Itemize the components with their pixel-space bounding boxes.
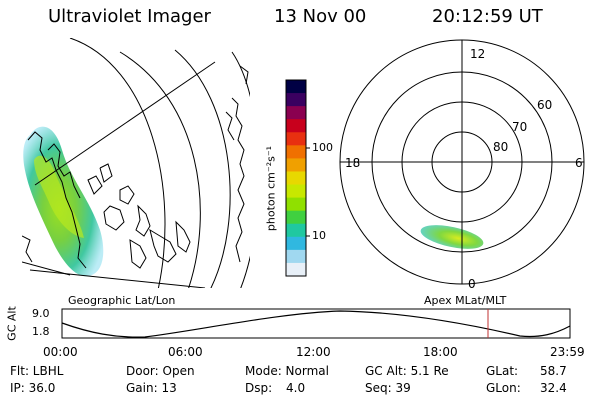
time-tick-0000: 00:00 bbox=[43, 345, 78, 359]
colorbar-band bbox=[286, 145, 306, 159]
colorbar-tick-100: 100 bbox=[312, 141, 333, 154]
altitude-curve bbox=[61, 310, 571, 338]
grid-meridians bbox=[22, 61, 216, 288]
colorbar-gradient bbox=[286, 80, 306, 277]
colorbar-band bbox=[286, 93, 306, 107]
colorbar-band bbox=[286, 80, 306, 94]
colorbar-band bbox=[286, 132, 306, 146]
polar-panel-caption: Apex MLat/MLT bbox=[424, 294, 507, 307]
altitude-tick-high: 9.0 bbox=[32, 307, 50, 320]
status-door: Door: Open bbox=[126, 364, 195, 378]
geographic-map-panel bbox=[22, 38, 250, 288]
date-label: 13 Nov 00 bbox=[274, 6, 367, 27]
time-tick-0600: 06:00 bbox=[168, 345, 203, 359]
status-dsp-value: 4.0 bbox=[286, 381, 306, 395]
colorbar-band bbox=[286, 171, 306, 186]
status-dsp-label: Dsp: bbox=[245, 381, 273, 395]
status-gain: Gain: 13 bbox=[126, 381, 177, 395]
status-gc-alt: GC Alt: 5.1 Re bbox=[365, 364, 449, 378]
status-seq: Seq: 39 bbox=[365, 381, 411, 395]
colorbar-band bbox=[286, 223, 306, 238]
colorbar-band bbox=[286, 119, 306, 133]
altitude-strip bbox=[61, 308, 571, 339]
polar-plot bbox=[339, 39, 585, 285]
colorbar-band bbox=[286, 210, 306, 225]
time-tick-1200: 12:00 bbox=[296, 345, 331, 359]
lat-label-60: 60 bbox=[537, 98, 553, 112]
grid-arcs bbox=[69, 38, 250, 288]
colorbar-band bbox=[286, 158, 306, 173]
altitude-axis-title: GC Alt bbox=[5, 306, 19, 341]
time-label: 20:12:59 UT bbox=[432, 6, 543, 27]
colorbar-unit-label: photon cm⁻²s⁻¹ bbox=[264, 145, 278, 232]
status-filter: Flt: LBHL bbox=[10, 364, 64, 378]
colorbar-band bbox=[286, 184, 306, 199]
status-glon-label: GLon: bbox=[486, 381, 521, 395]
colorbar-band bbox=[286, 197, 306, 212]
mlt-label-0: 0 bbox=[468, 277, 476, 291]
colorbar bbox=[285, 79, 310, 277]
time-tick-2359: 23:59 bbox=[550, 345, 585, 359]
mlt-label-12: 12 bbox=[470, 47, 486, 61]
status-glon-value: 32.4 bbox=[540, 381, 567, 395]
lat-label-80: 80 bbox=[493, 140, 509, 154]
colorbar-band bbox=[286, 106, 306, 120]
instrument-title: Ultraviolet Imager bbox=[48, 6, 211, 27]
status-mode: Mode: Normal bbox=[245, 364, 329, 378]
geo-panel-caption: Geographic Lat/Lon bbox=[68, 294, 176, 307]
time-tick-1800: 18:00 bbox=[423, 345, 458, 359]
mlt-label-18: 18 bbox=[345, 156, 361, 170]
status-ip: IP: 36.0 bbox=[10, 381, 56, 395]
status-glat-value: 58.7 bbox=[540, 364, 567, 378]
aurora-emission-geo bbox=[23, 126, 104, 277]
colorbar-band bbox=[286, 236, 306, 251]
aurora-emission-polar bbox=[420, 225, 484, 249]
status-glat-label: GLat: bbox=[486, 364, 519, 378]
lat-label-70: 70 bbox=[512, 120, 528, 134]
altitude-tick-low: 1.8 bbox=[32, 325, 50, 338]
colorbar-tick-10: 10 bbox=[312, 229, 326, 242]
colorbar-band bbox=[286, 262, 306, 277]
coastlines bbox=[22, 65, 249, 269]
mlt-label-6: 6 bbox=[575, 156, 583, 170]
colorbar-band bbox=[286, 249, 306, 264]
